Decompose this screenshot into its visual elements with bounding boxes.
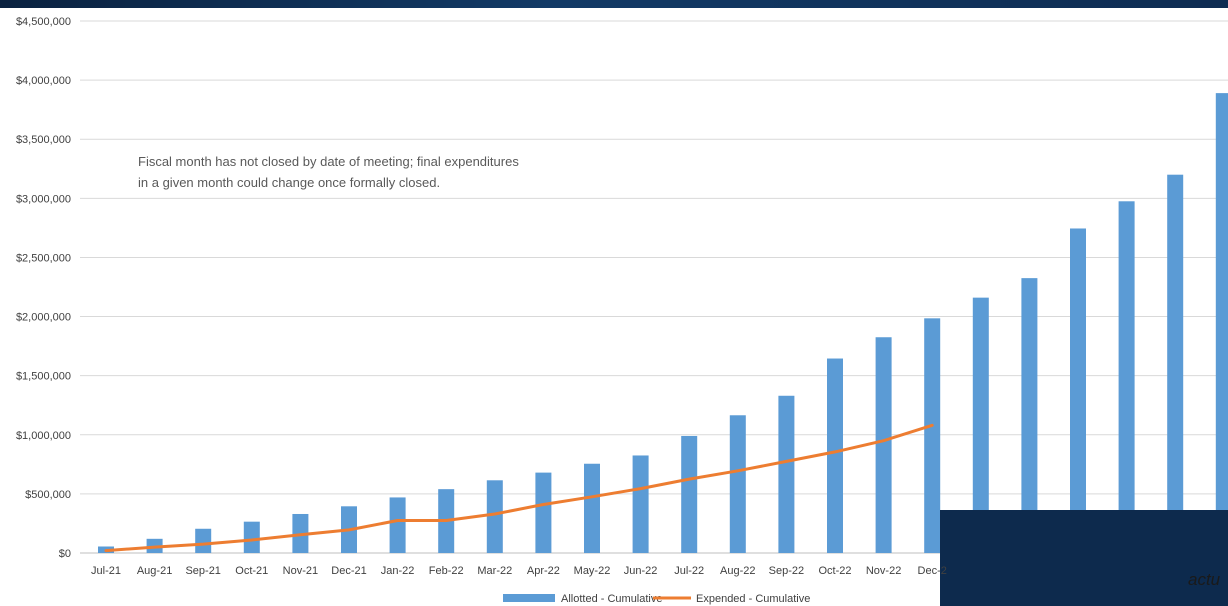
annotation-line: Fiscal month has not closed by date of m… <box>138 154 519 169</box>
y-tick-label: $2,500,000 <box>16 252 71 264</box>
allotted-bar <box>1118 201 1135 554</box>
x-tick-label: Aug-22 <box>720 565 755 577</box>
y-tick-label: $2,000,000 <box>16 312 71 324</box>
chart-annotation: Fiscal month has not closed by date of m… <box>138 154 519 190</box>
legend-swatch-allotted <box>503 594 555 602</box>
footnote-text: actu <box>1188 570 1221 589</box>
x-tick-label: Nov-21 <box>283 565 318 577</box>
allotted-bar <box>389 497 406 553</box>
allotted-bar <box>778 395 795 553</box>
x-tick-label: Nov-22 <box>866 565 901 577</box>
x-tick-label: Jul-22 <box>674 565 704 577</box>
allotted-bar <box>875 337 892 553</box>
legend-label-expended: Expended - Cumulative <box>696 593 810 605</box>
y-tick-label: $1,500,000 <box>16 371 71 383</box>
x-tick-label: Oct-21 <box>235 565 268 577</box>
x-tick-label: Mar-22 <box>477 565 512 577</box>
allotted-bar <box>535 472 552 553</box>
allotted-bar <box>972 297 989 553</box>
allotted-bar <box>1021 278 1038 553</box>
y-tick-label: $0 <box>59 548 71 560</box>
x-tick-label: Feb-22 <box>429 565 464 577</box>
allotted-bar <box>924 318 941 553</box>
y-tick-label: $4,500,000 <box>16 16 71 28</box>
y-tick-label: $1,000,000 <box>16 430 71 442</box>
x-axis: Jul-21 Aug-21 Sep-21 Oct-21 Nov-21 Dec-21 Jan-… <box>91 565 947 577</box>
y-tick-label: $4,000,000 <box>16 75 71 87</box>
y-tick-label: $3,500,000 <box>16 134 71 146</box>
bars-overlay-block <box>940 510 1228 606</box>
y-tick-label: $500,000 <box>25 489 71 501</box>
chart-legend: Allotted - Cumulative Expended - Cumulati… <box>503 593 810 605</box>
allotted-bar <box>827 358 843 553</box>
x-tick-label: May-22 <box>574 565 611 577</box>
y-tick-label: $3,000,000 <box>16 193 71 205</box>
allotted-bar <box>1215 93 1228 554</box>
x-tick-label: Jul-21 <box>91 565 121 577</box>
annotation-line: in a given month could change once forma… <box>138 175 440 190</box>
x-tick-label: Dec-21 <box>331 565 366 577</box>
y-axis: $0 $500,000 $1,000,000 $1,500,000 $2,000,000… <box>16 16 71 560</box>
allotted-bar <box>486 480 503 553</box>
x-tick-label: Sep-22 <box>769 565 804 577</box>
expended-line <box>104 423 934 553</box>
x-tick-label: Oct-22 <box>818 565 851 577</box>
x-tick-label: Dec-2 <box>918 565 947 577</box>
allotted-bar <box>584 463 600 553</box>
allotted-bar <box>1070 228 1086 554</box>
x-tick-label: Aug-21 <box>137 565 172 577</box>
x-tick-label: Sep-21 <box>185 565 220 577</box>
allotted-bar <box>195 528 212 553</box>
legend-label-allotted: Allotted - Cumulative <box>561 593 663 605</box>
x-tick-label: Jun-22 <box>624 565 658 577</box>
allotted-bar <box>681 435 698 553</box>
allotted-bar <box>1167 174 1184 553</box>
x-tick-label: Jan-22 <box>381 565 415 577</box>
x-tick-label: Apr-22 <box>527 565 560 577</box>
allotted-bar <box>729 415 746 553</box>
allotted-bars <box>98 93 1228 554</box>
allotted-bar <box>632 455 649 553</box>
allotted-bar <box>243 521 260 553</box>
